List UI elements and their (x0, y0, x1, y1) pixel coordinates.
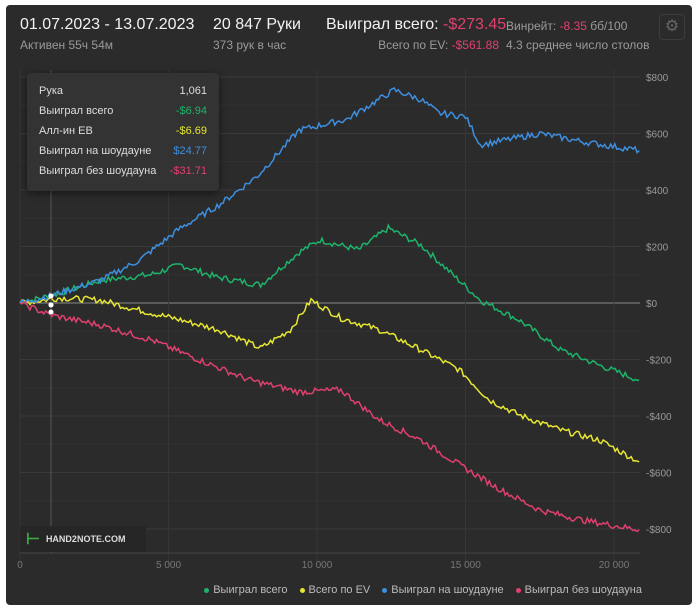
hands-count: 20 847 Руки (213, 16, 301, 33)
tooltip-label: Выиграл всего (39, 105, 114, 117)
ev-value: -$561.88 (451, 38, 499, 52)
y-tick-label: $0 (646, 299, 658, 310)
tooltip: Рука 1,061 Выиграл всего -$6.94 Алл-ин EB -$6… (27, 73, 219, 191)
y-tick-label: -$600 (646, 469, 672, 480)
tooltip-value: 1,061 (179, 85, 207, 97)
series-line-0 (19, 223, 640, 382)
gear-icon[interactable]: ⚙ (659, 14, 685, 40)
y-tick-label: $200 (646, 243, 669, 254)
tooltip-value: -$6.94 (175, 105, 207, 117)
y-tick-label: -$200 (646, 356, 672, 367)
hover-marker (48, 302, 54, 308)
legend-dot-icon (299, 587, 305, 593)
won-value: -$273.45 (443, 16, 507, 33)
winrate-label: Винрейт: (506, 19, 557, 33)
y-tick-label: -$800 (646, 525, 672, 536)
legend-item[interactable]: Выиграл без шоудауна (515, 584, 642, 596)
date-range: 01.07.2023 - 13.07.2023 (20, 16, 195, 33)
tooltip-label: Выиграл на шоудауне (39, 145, 152, 157)
legend-label: Выиграл всего (213, 584, 288, 596)
legend: Выиграл всего Всего по EV Выиграл на шоуда… (204, 584, 642, 596)
x-tick-label: 0 (17, 560, 23, 571)
hand2note-logo: ⊢ HAND2NOTE.COM (20, 526, 146, 552)
legend-label: Выиграл без шоудауна (524, 584, 642, 596)
tooltip-row: Выиграл всего -$6.94 (39, 105, 207, 123)
x-tick-label: 5 000 (156, 560, 181, 571)
tooltip-row: Рука 1,061 (39, 85, 207, 103)
legend-item[interactable]: Выиграл на шоудауне (382, 584, 504, 596)
y-tick-label: $800 (646, 73, 669, 84)
legend-dot-icon (382, 587, 388, 593)
avg-tables: 4.3 среднее число столов (506, 38, 650, 52)
legend-dot-icon (515, 587, 521, 593)
logo-icon: ⊢ (26, 531, 40, 548)
series-line-1 (19, 295, 640, 463)
tooltip-value: $24.77 (173, 145, 207, 157)
hover-marker (48, 309, 54, 315)
ev-label: Всего по EV: (378, 38, 449, 52)
won-label: Выиграл всего: (326, 16, 439, 33)
y-tick-label: $600 (646, 130, 669, 141)
tooltip-row: Выиграл на шоудауне $24.77 (39, 145, 207, 163)
x-tick-label: 20 000 (599, 560, 630, 571)
x-tick-label: 15 000 (450, 560, 481, 571)
tooltip-value: -$31.71 (169, 165, 207, 177)
legend-item[interactable]: Выиграл всего (204, 584, 288, 596)
active-time: Активен 55ч 54м (20, 38, 113, 52)
hover-marker (48, 293, 54, 299)
legend-dot-icon (204, 587, 210, 593)
logo-text: HAND2NOTE.COM (45, 534, 126, 544)
legend-label: Всего по EV (308, 584, 371, 596)
tooltip-value: -$6.69 (175, 125, 207, 137)
winrate-value: -8.35 (559, 19, 587, 33)
legend-item[interactable]: Всего по EV (299, 584, 371, 596)
tooltip-label: Рука (39, 85, 64, 97)
y-tick-label: -$400 (646, 412, 672, 423)
legend-label: Выиграл на шоудауне (391, 584, 504, 596)
x-tick-label: 10 000 (302, 560, 333, 571)
y-tick-label: $400 (646, 186, 669, 197)
tooltip-label: Выиграл без шоудауна (39, 165, 157, 177)
series-line-3 (19, 301, 640, 533)
series-line-2 (19, 87, 640, 304)
tooltip-label: Алл-ин EB (39, 125, 93, 137)
hands-per-hour: 373 рук в час (213, 38, 287, 52)
tooltip-row: Выиграл без шоудауна -$31.71 (39, 165, 207, 183)
winrate-unit: бб/100 (590, 19, 628, 33)
tooltip-row: Алл-ин EB -$6.69 (39, 125, 207, 143)
